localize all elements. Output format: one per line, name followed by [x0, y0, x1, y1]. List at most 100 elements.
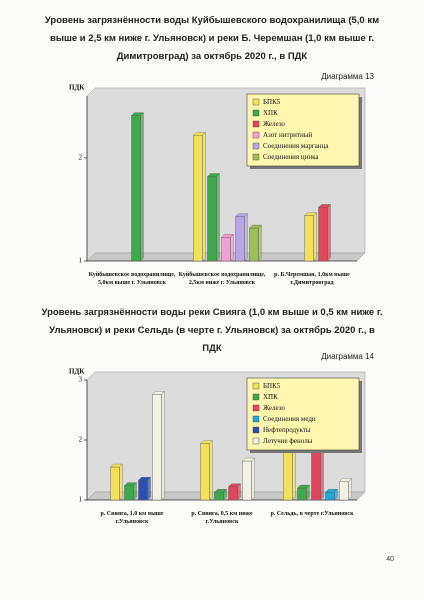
y-axis-label: ПДК [69, 368, 85, 376]
chart-title: Уровень загрязнённости воды Куйбышевског… [44, 15, 380, 62]
bar [152, 394, 162, 501]
legend-swatch [252, 131, 260, 139]
bar [304, 215, 314, 262]
legend-box [246, 93, 360, 167]
legend-label: Нефтепродукты [263, 426, 311, 434]
bar [200, 443, 210, 501]
chart: ПДК 1 2 БПК5 ХПК Железо Азот нитритный Соединен… [55, 84, 375, 299]
bar [110, 466, 120, 501]
bar [193, 134, 203, 262]
bar-side [251, 457, 255, 501]
bar [339, 481, 349, 501]
bar-top [221, 234, 234, 238]
legend-label: ХПК [263, 109, 278, 117]
x-tick-label: Куйбышевское водохранилище, 2,5км ниже г… [178, 272, 266, 286]
y-tick-label: 1 [79, 496, 83, 504]
bar-top [138, 477, 151, 481]
legend-swatch [252, 153, 260, 161]
bar-side [313, 212, 317, 262]
bar-side [348, 478, 352, 501]
chart-title: Уровень загрязнённости воды реки Свияга … [41, 307, 383, 354]
legend-label: Соединения цинка [263, 153, 319, 161]
bar-top [228, 483, 241, 487]
legend-swatch [252, 393, 260, 401]
bar-side [209, 440, 213, 501]
legend-swatch [252, 120, 260, 128]
bar-side [327, 204, 331, 262]
y-tick-label: 3 [79, 376, 83, 384]
bar-top [193, 132, 206, 136]
y-tick-label: 1 [79, 257, 83, 265]
bar-side [216, 173, 220, 262]
bar-side [230, 233, 234, 262]
bar-top [131, 112, 144, 116]
legend-swatch [252, 98, 260, 106]
legend-swatch [252, 109, 260, 117]
bar-top [124, 482, 137, 486]
x-tick-label: Куйбышевское водохранилище, 5,0км выше г… [88, 272, 176, 286]
legend-swatch [252, 382, 260, 390]
x-tick-label: р. Свияга, 1,0 км выше г.Ульяновск [100, 511, 164, 525]
bar-side [161, 391, 165, 501]
bar-top [318, 204, 331, 208]
bar [235, 216, 245, 262]
bar-top [200, 440, 213, 444]
bar [325, 491, 335, 501]
bar-top [297, 484, 310, 489]
bar-top [249, 224, 262, 229]
bar [297, 487, 307, 501]
legend-label: Азот нитритный [263, 131, 312, 139]
bar-top [325, 489, 338, 493]
bar-top [207, 173, 220, 177]
y-tick-label: 2 [79, 153, 83, 161]
bar [242, 460, 252, 501]
bar [214, 491, 224, 501]
diagram-label: Диаграмма 14 [321, 352, 374, 361]
legend-swatch [252, 404, 260, 412]
bar [131, 115, 141, 262]
bar-top [339, 478, 352, 482]
bar [124, 485, 134, 501]
bar-side [140, 112, 144, 262]
chart-svg: ПДК 1 2 3 БПК5 ХПК Железо Соединения меди Нефтеп… [69, 368, 366, 504]
legend-label: БПК5 [263, 382, 281, 390]
legend-swatch [252, 142, 260, 150]
legend-swatch [252, 437, 260, 445]
legend-label: Соединения марганца [263, 142, 329, 150]
legend-label: Железо [263, 120, 285, 128]
legend-label: Соединения меди [263, 415, 316, 423]
bar-top [110, 463, 123, 468]
x-tick-label: р. Свияга, 0,5 км ниже г.Ульяновск [191, 511, 253, 525]
bar-side [244, 213, 248, 262]
bar [138, 479, 148, 501]
bar-top [235, 213, 248, 217]
bar [207, 176, 217, 262]
x-tick-label: р. Б.Черемшан, 1,0км выше г.Димитровград [274, 272, 350, 286]
x-tick-label: р. Сельдь, в черте г.Ульяновск [270, 511, 354, 517]
legend-box [246, 377, 360, 451]
legend-swatch [252, 426, 260, 434]
bar-top [152, 391, 165, 395]
legend-label: Железо [263, 404, 285, 412]
bar [228, 486, 238, 501]
bar-top [214, 489, 227, 493]
page-number: 40 [386, 556, 394, 563]
y-axis-label: ПДК [69, 84, 85, 92]
legend-label: ХПК [263, 393, 278, 401]
legend-swatch [252, 415, 260, 423]
bar [249, 227, 259, 262]
chart-svg: ПДК 1 2 БПК5 ХПК Железо Азот нитритный Соединен… [69, 84, 366, 265]
bar-side [119, 463, 123, 501]
bar [221, 237, 231, 262]
bar-top [242, 457, 255, 462]
bar-side [258, 224, 262, 262]
y-tick-label: 2 [79, 436, 83, 444]
bar [318, 207, 328, 262]
diagram-label: Диаграмма 13 [321, 72, 374, 81]
bar-side [147, 476, 151, 501]
chart: ПДК 1 2 3 БПК5 ХПК Железо Соединения меди Нефтеп… [55, 368, 375, 533]
bar-top [304, 212, 317, 216]
legend-label: БПК5 [263, 98, 281, 106]
bar-side [202, 131, 206, 262]
